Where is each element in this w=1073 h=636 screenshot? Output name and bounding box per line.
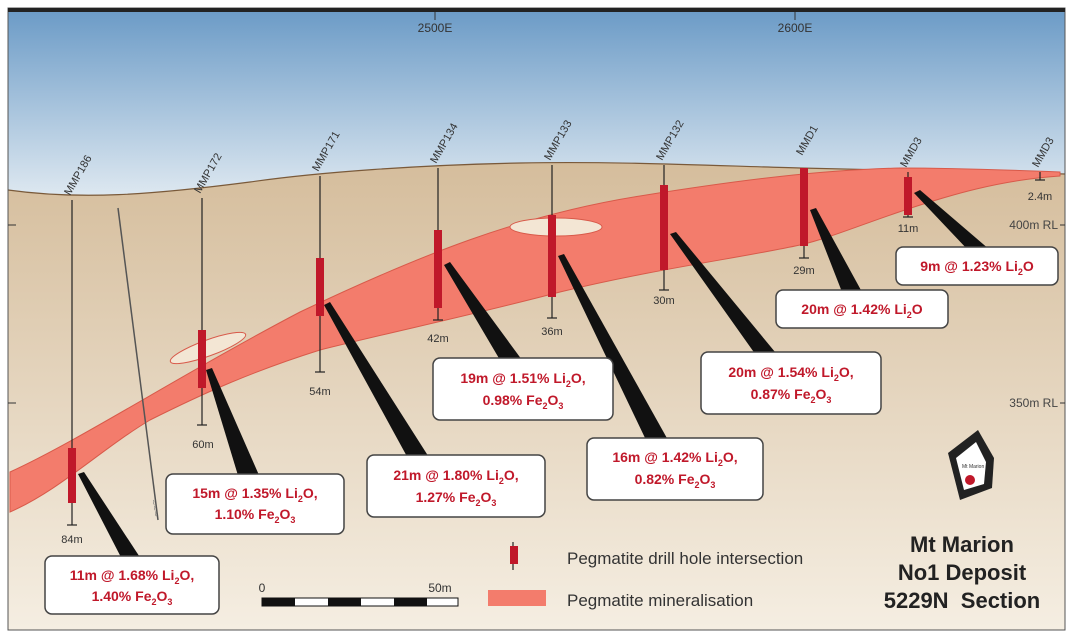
callout-line2: 1.27% Fe2O3 [416, 489, 497, 508]
intersection-mark [316, 258, 324, 316]
callout-line1: 20m @ 1.54% Li2O, [728, 364, 853, 383]
intersection-callout: 21m @ 1.80% Li2O, 1.27% Fe2O3 [366, 454, 546, 518]
hole-depth: 84m [61, 534, 82, 546]
hole-depth: 2.4m [1028, 191, 1052, 203]
intersection-mark [904, 177, 912, 215]
callout-pointers [78, 190, 990, 565]
hole-depth: 29m [793, 265, 814, 277]
title-line1: Mt Marion [910, 532, 1014, 557]
intersection-callout: 16m @ 1.42% Li2O, 0.82% Fe2O3 [586, 437, 764, 501]
hole-depth: 54m [309, 386, 330, 398]
intersection-callout: 20m @ 1.54% Li2O, 0.87% Fe2O3 [700, 351, 882, 415]
callout-line1: 20m @ 1.42% Li2O [801, 301, 923, 320]
intersection-callout: 9m @ 1.23% Li2O [895, 246, 1059, 286]
callout-line1: 19m @ 1.51% Li2O, [460, 370, 585, 389]
callout-line2: 0.82% Fe2O3 [635, 471, 716, 490]
hole-depth: 36m [541, 326, 562, 338]
intersection-callout: 15m @ 1.35% Li2O, 1.10% Fe2O3 [165, 473, 345, 535]
legend-drill-label: Pegmatite drill hole intersection [567, 549, 803, 568]
callout-line2: 1.10% Fe2O3 [215, 506, 296, 525]
hole-depth: 60m [192, 439, 213, 451]
intersection-callout: 20m @ 1.42% Li2O [775, 289, 949, 329]
rl-label-350: 350m RL [1009, 396, 1058, 410]
fault-glyph: ~~~ [147, 499, 161, 518]
callout-line2: 1.40% Fe2O3 [92, 588, 173, 607]
title-line3: 5229N Section [884, 588, 1041, 613]
intersection-mark [434, 230, 442, 308]
callout-line1: 15m @ 1.35% Li2O, [192, 485, 317, 504]
scale-end: 50m [428, 581, 451, 595]
location-icon-label: Mt Marion [962, 464, 984, 470]
intersection-mark [548, 215, 556, 297]
legend-mineralisation-swatch [488, 590, 546, 606]
rl-label-400: 400m RL [1009, 218, 1058, 232]
intersection-callout: 11m @ 1.68% Li2O, 1.40% Fe2O3 [44, 555, 220, 615]
hole-depth: 11m [898, 223, 919, 235]
callout-line2: 0.87% Fe2O3 [751, 386, 832, 405]
scale-start: 0 [259, 581, 266, 595]
callout-line1: 21m @ 1.80% Li2O, [393, 467, 518, 486]
title-line2: No1 Deposit [898, 560, 1027, 585]
legend-drill-icon [510, 546, 518, 564]
easting-label-2500e: 2500E [418, 21, 453, 35]
legend-mineralisation-label: Pegmatite mineralisation [567, 591, 753, 610]
callout-line1: 11m @ 1.68% Li2O, [70, 567, 195, 586]
section-title: Mt Marion No1 Deposit 5229N Section [884, 532, 1041, 613]
scale-bar: 0 50m [259, 581, 459, 607]
callout-line1: 16m @ 1.42% Li2O, [612, 449, 737, 468]
intersection-mark [660, 185, 668, 270]
location-map-icon: Mt Marion [948, 430, 994, 500]
fault-line [117, 207, 159, 521]
intersection-mark [68, 448, 76, 503]
legend: Pegmatite drill hole intersection Pegmat… [488, 542, 803, 610]
hole-depth: 42m [427, 333, 448, 345]
easting-label-2600e: 2600E [778, 21, 813, 35]
hole-depth: 30m [653, 295, 674, 307]
intersection-mark [800, 168, 808, 246]
pegmatite-ore-body [9, 167, 1061, 513]
intersection-mark [198, 330, 206, 388]
intersection-callout: 19m @ 1.51% Li2O, 0.98% Fe2O3 [432, 357, 614, 421]
callout-line1: 9m @ 1.23% Li2O [920, 258, 1034, 277]
callout-line2: 0.98% Fe2O3 [483, 392, 564, 411]
